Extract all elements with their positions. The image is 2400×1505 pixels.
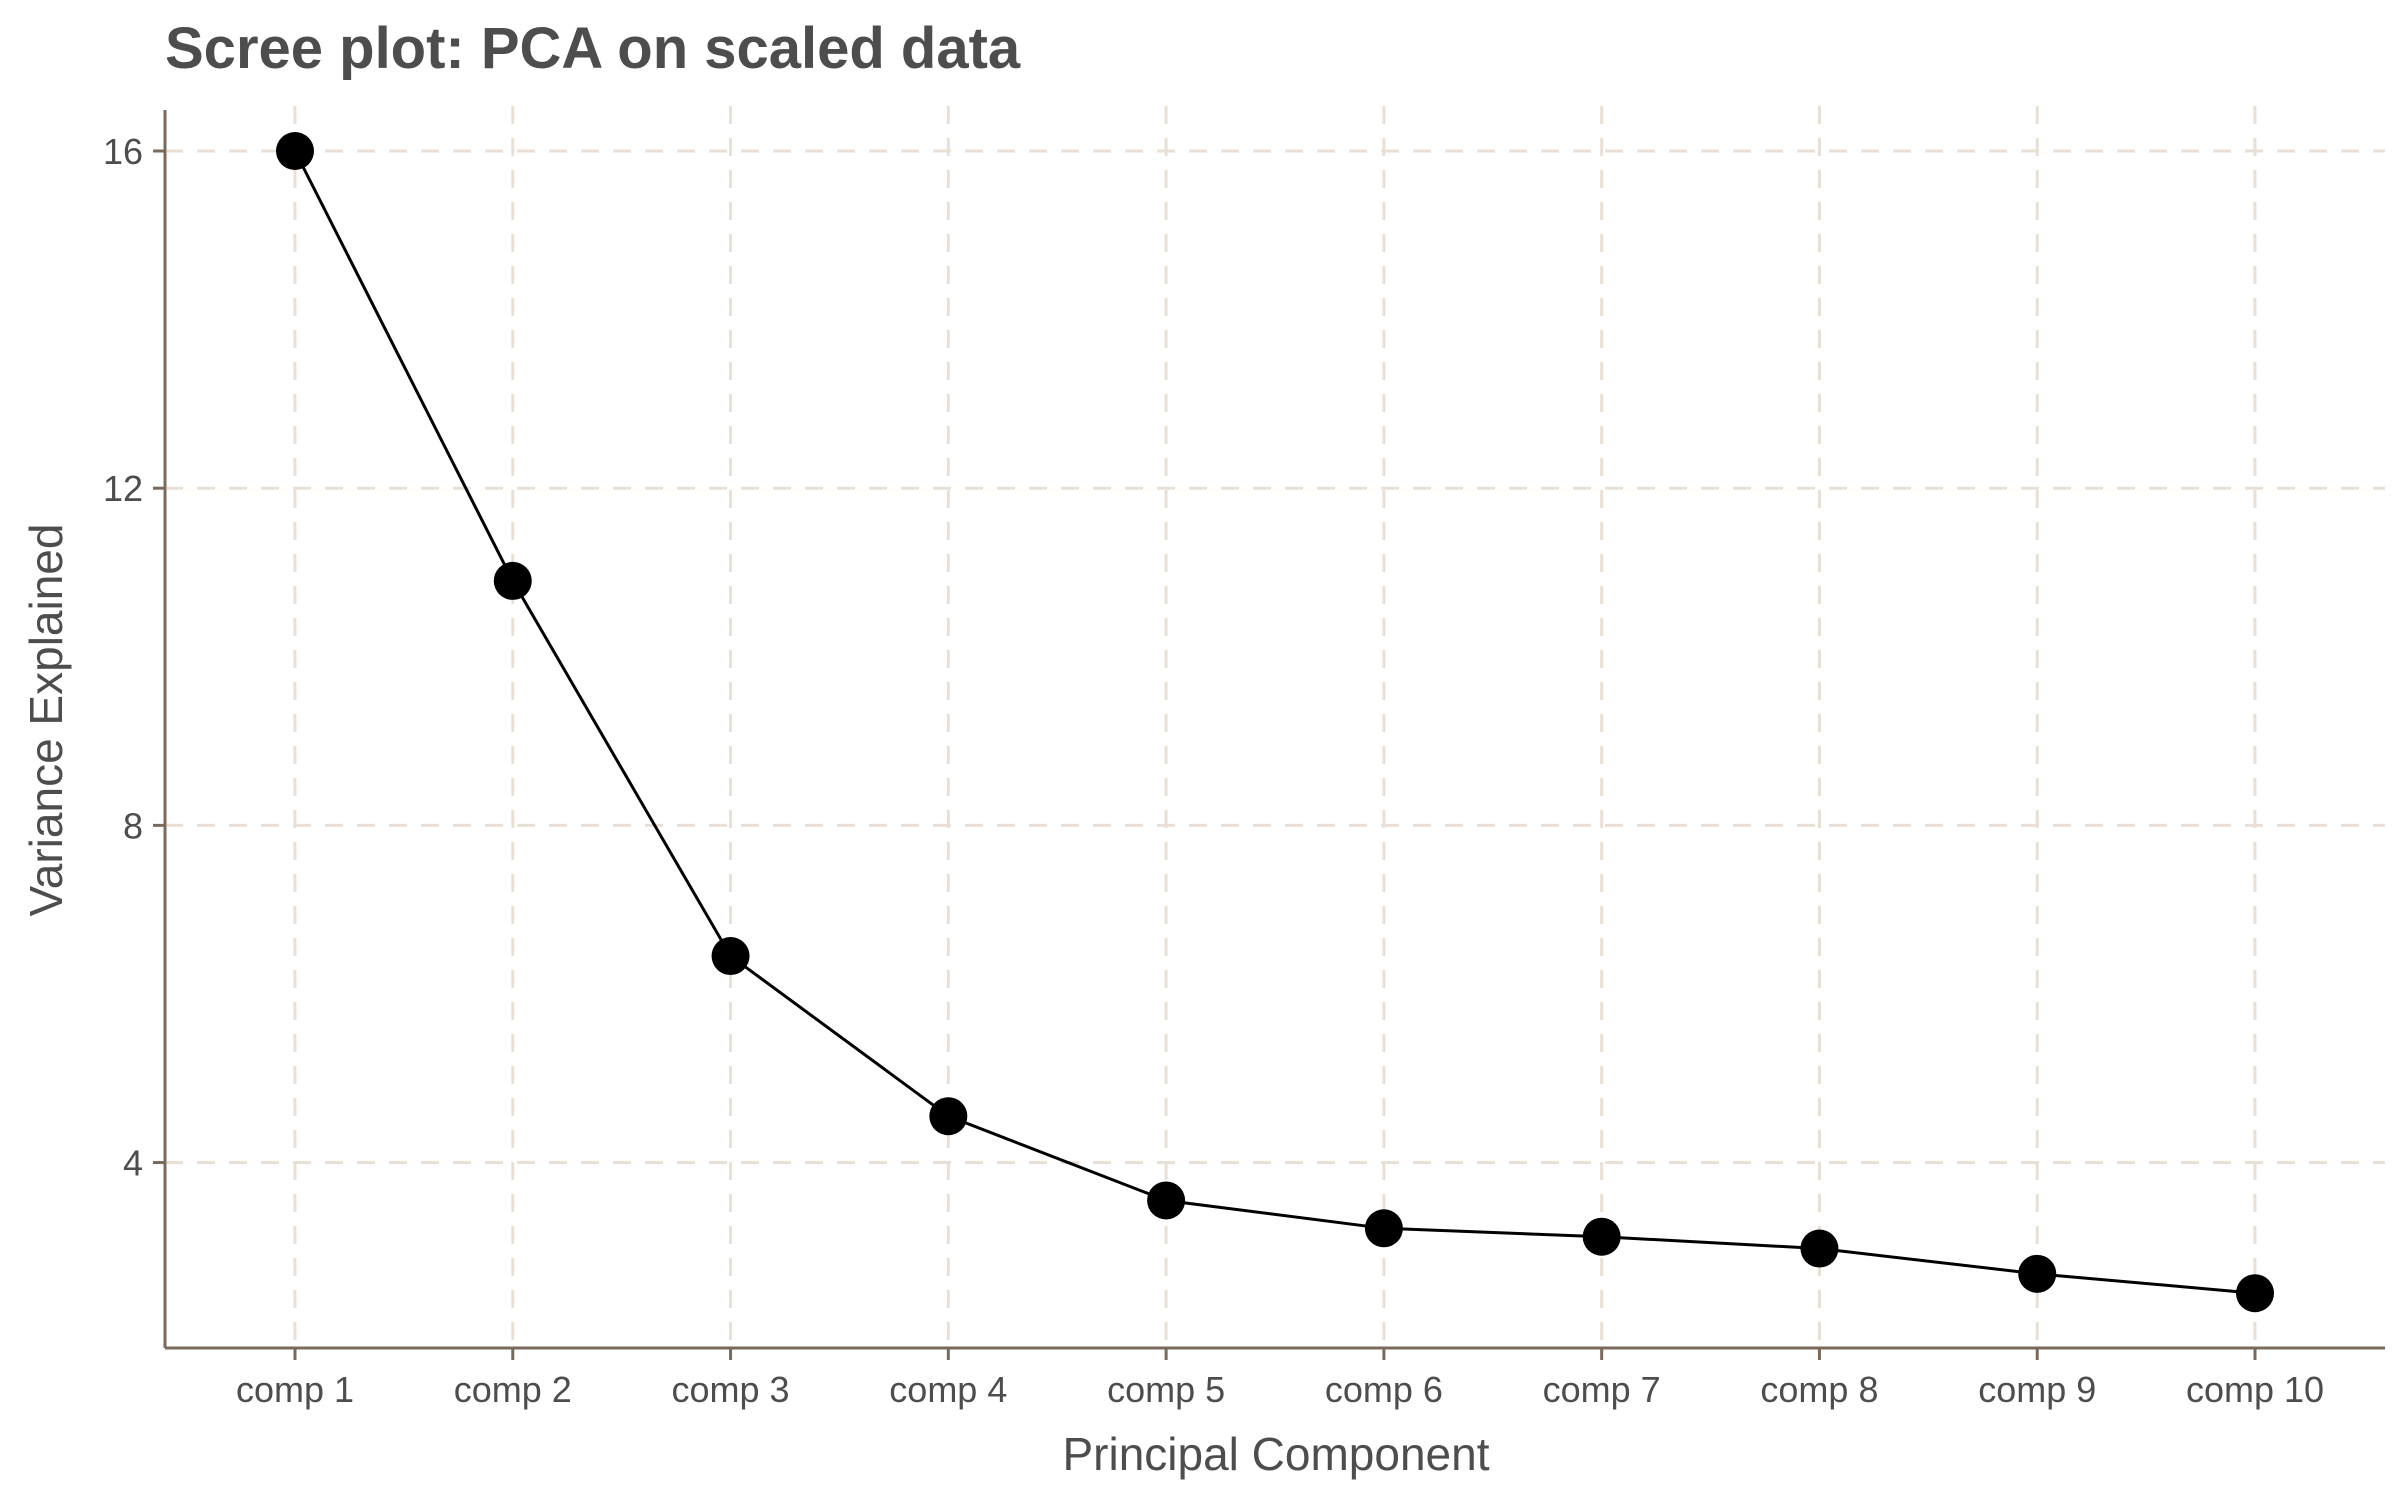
- data-point: [2236, 1274, 2274, 1313]
- data-point: [929, 1097, 968, 1136]
- x-tick-label: comp 7: [1543, 1369, 1661, 1410]
- axis-layer: [153, 110, 2385, 1360]
- series-layer: [276, 132, 2274, 1313]
- x-tick-label: comp 10: [2186, 1369, 2324, 1410]
- data-point: [1147, 1181, 1186, 1220]
- x-tick-label: comp 6: [1325, 1369, 1443, 1410]
- y-tick-label: 16: [103, 131, 143, 172]
- data-point: [2018, 1254, 2057, 1293]
- x-tick-label: comp 9: [1978, 1369, 2096, 1410]
- x-axis-title: Principal Component: [1062, 1428, 1489, 1480]
- x-tick-label: comp 8: [1760, 1369, 1878, 1410]
- label-layer: 4 8 12 16 comp 1 comp 2 comp 3 comp 4 comp 5 comp…: [103, 131, 2324, 1410]
- x-tick-label: comp 3: [672, 1369, 790, 1410]
- y-axis-title: Variance Explained: [20, 524, 72, 917]
- data-point: [1582, 1217, 1621, 1256]
- chart-title: Scree plot: PCA on scaled data: [165, 16, 1021, 81]
- x-tick-label: comp 2: [454, 1369, 572, 1410]
- x-tick-label: comp 5: [1107, 1369, 1225, 1410]
- y-tick-label: 4: [123, 1143, 143, 1184]
- data-point: [1364, 1209, 1403, 1248]
- y-tick-label: 12: [103, 468, 143, 509]
- data-point: [1800, 1229, 1839, 1268]
- x-tick-label: comp 4: [889, 1369, 1007, 1410]
- grid-layer: [165, 106, 2385, 1348]
- x-tick-label: comp 1: [236, 1369, 354, 1410]
- data-point: [711, 937, 750, 976]
- data-point: [493, 561, 532, 600]
- y-tick-label: 8: [123, 805, 143, 846]
- data-point: [276, 132, 314, 171]
- series-line: [293, 150, 2256, 1295]
